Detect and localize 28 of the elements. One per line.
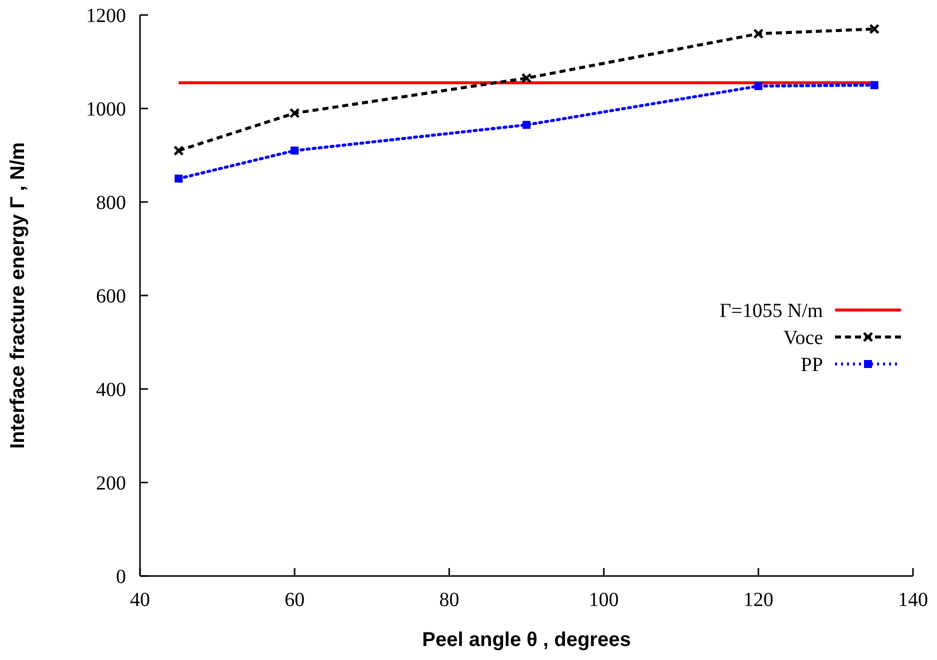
x-tick-label: 100	[588, 589, 619, 611]
y-tick-label: 0	[116, 566, 126, 588]
point	[522, 120, 530, 129]
x-tick-label: 120	[743, 589, 774, 611]
point	[521, 72, 532, 84]
point	[173, 145, 184, 156]
x-axis-title: Peel angle θ , degrees	[422, 629, 631, 651]
x-tick-label: 80	[439, 589, 460, 611]
point	[870, 81, 878, 90]
legend-label: PP	[800, 354, 823, 376]
point	[753, 28, 764, 39]
y-tick-label: 800	[96, 192, 126, 214]
y-tick-label: 1000	[86, 98, 126, 120]
point	[754, 82, 762, 90]
y-tick-label: 1200	[86, 5, 126, 27]
point	[174, 174, 183, 183]
y-tick-label: 600	[96, 286, 126, 308]
x-tick-label: 40	[130, 589, 150, 611]
y-tick-label: 400	[96, 379, 126, 401]
x-tick-label: 140	[898, 589, 928, 611]
point	[289, 108, 300, 118]
y-axis-title: Interface fracture energy Γ , N/m	[7, 142, 29, 449]
legend-label: Γ=1055 N/m	[720, 300, 824, 322]
y-tick-label: 200	[96, 472, 126, 494]
point	[290, 146, 299, 155]
legend-label: Voce	[783, 327, 824, 349]
x-tick-label: 60	[284, 589, 305, 611]
point	[869, 24, 880, 34]
